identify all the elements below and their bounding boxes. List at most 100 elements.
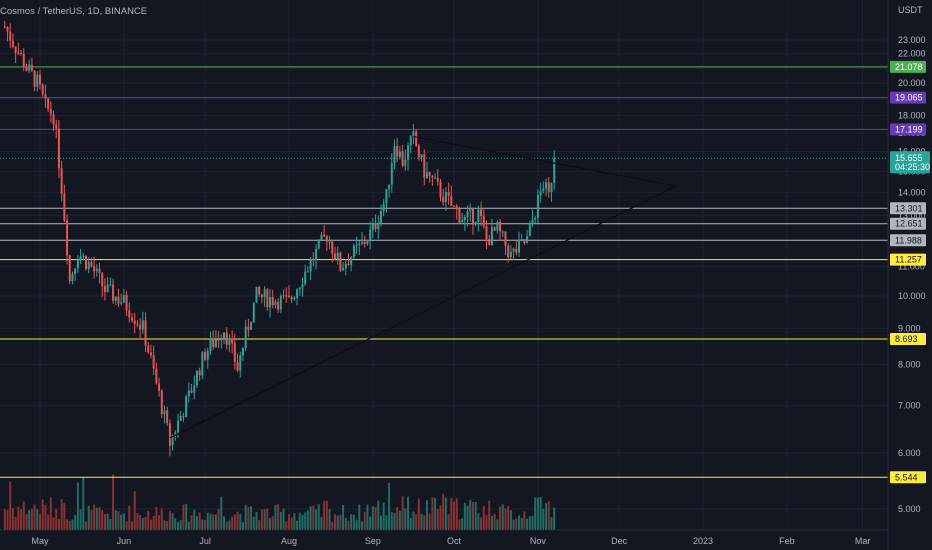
- candle-body: [331, 241, 334, 254]
- volume-bar: [550, 517, 553, 530]
- candle-body: [442, 196, 445, 202]
- volume-bar: [523, 511, 526, 530]
- level-tag: [890, 471, 926, 484]
- volume-bar: [528, 516, 531, 530]
- candle-body: [501, 231, 504, 233]
- volume-bar: [66, 519, 69, 530]
- candle-body: [201, 352, 204, 376]
- candle-body: [190, 390, 193, 393]
- volume-bar: [136, 513, 139, 530]
- candle-body: [33, 70, 36, 87]
- volume-bar: [76, 482, 79, 530]
- price-tick-label: 18.000: [898, 110, 926, 120]
- volume-bar: [255, 511, 258, 530]
- volume-bar: [171, 513, 174, 530]
- volume-bar: [74, 514, 77, 530]
- candle-body: [112, 284, 115, 301]
- volume-bar: [233, 514, 236, 530]
- candle-body: [415, 131, 418, 146]
- volume-bar: [352, 514, 355, 530]
- candle-body: [68, 255, 71, 282]
- candle-body: [163, 410, 166, 415]
- volume-bar: [369, 516, 372, 530]
- volume-bar: [260, 509, 263, 530]
- price-tick-label: 20.000: [898, 78, 926, 88]
- volume-bar: [439, 505, 442, 530]
- volume-bar: [293, 513, 296, 530]
- candle-body: [355, 244, 358, 246]
- symbol-title[interactable]: Cosmos / TetherUS, 1D, BINANCE: [0, 6, 148, 17]
- volume-bar: [401, 496, 404, 530]
- volume-bar: [90, 510, 93, 530]
- candle-body: [539, 190, 542, 195]
- volume-bar: [149, 519, 152, 530]
- candle-body: [290, 296, 293, 300]
- candle-body: [255, 286, 258, 303]
- candle-body: [534, 217, 537, 220]
- volume-bar: [536, 497, 539, 530]
- volume-bar: [423, 515, 426, 530]
- volume-bar: [298, 512, 301, 530]
- candle-body: [11, 40, 14, 47]
- candle-body: [425, 172, 428, 178]
- candle-body: [233, 343, 236, 363]
- candle-body: [358, 243, 361, 245]
- candle-body: [436, 177, 439, 182]
- candle-body: [447, 192, 450, 196]
- candle-body: [185, 396, 188, 418]
- candle-body: [371, 223, 374, 230]
- candle-body: [458, 209, 461, 223]
- volume-bar: [545, 503, 548, 530]
- volume-bar: [355, 520, 358, 530]
- candle-body: [252, 302, 255, 323]
- volume-bar: [285, 521, 288, 530]
- candle-body: [277, 301, 280, 310]
- volume-bar: [361, 521, 364, 530]
- candle-body: [469, 208, 472, 212]
- candle-body: [296, 289, 299, 298]
- candle-body: [423, 154, 426, 178]
- last-price-label: 15.655: [895, 153, 923, 163]
- candle-body: [231, 338, 234, 344]
- price-tick-label: 10.000: [898, 291, 926, 301]
- price-tick-label: 9.000: [898, 323, 921, 333]
- candle-body: [536, 194, 539, 218]
- candle-body: [260, 294, 263, 298]
- volume-bar: [109, 518, 112, 530]
- volume-bar: [504, 508, 507, 530]
- candle-body: [139, 324, 142, 330]
- volume-bar: [469, 499, 472, 530]
- volume-bar: [49, 497, 52, 530]
- time-tick-label: Feb: [779, 536, 795, 546]
- volume-bar: [309, 506, 312, 530]
- candle-body: [517, 239, 520, 253]
- volume-bar: [144, 517, 147, 530]
- volume-bar: [20, 509, 23, 530]
- volume-bar: [9, 481, 12, 530]
- volume-bar: [30, 509, 33, 530]
- candle-body: [39, 74, 41, 85]
- candle-body: [293, 297, 296, 300]
- candle-body: [439, 181, 442, 197]
- candle-body: [36, 74, 39, 87]
- candle-body: [131, 317, 134, 321]
- time-tick-label: Nov: [530, 536, 547, 546]
- volume-bar: [371, 506, 374, 530]
- time-axis[interactable]: May Jun Jul Aug Sep Oct Nov Dec 2023 Feb Mar: [31, 536, 870, 546]
- volume-bar: [301, 514, 304, 530]
- candle-body: [366, 241, 369, 245]
- volume-bar: [382, 502, 385, 530]
- volume-bar: [225, 521, 228, 530]
- candle-body: [398, 151, 401, 157]
- candle-body: [347, 263, 350, 266]
- candle-body: [17, 52, 20, 54]
- volume-bar: [101, 510, 104, 530]
- candle-body: [109, 284, 112, 286]
- volume-bar: [542, 508, 545, 530]
- volume-bar: [517, 515, 520, 530]
- candle-body: [20, 52, 23, 55]
- candle-body: [266, 289, 269, 308]
- volume-bar: [520, 517, 523, 530]
